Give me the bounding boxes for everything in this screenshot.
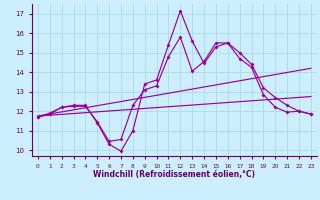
X-axis label: Windchill (Refroidissement éolien,°C): Windchill (Refroidissement éolien,°C): [93, 170, 255, 179]
